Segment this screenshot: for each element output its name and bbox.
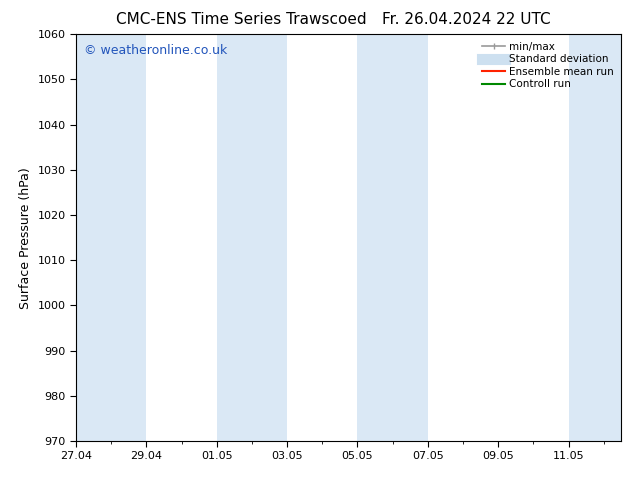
Text: CMC-ENS Time Series Trawscoed: CMC-ENS Time Series Trawscoed <box>115 12 366 27</box>
Legend: min/max, Standard deviation, Ensemble mean run, Controll run: min/max, Standard deviation, Ensemble me… <box>480 40 616 92</box>
Bar <box>358 34 428 441</box>
Bar <box>569 34 634 441</box>
Y-axis label: Surface Pressure (hPa): Surface Pressure (hPa) <box>19 167 32 309</box>
Text: © weatheronline.co.uk: © weatheronline.co.uk <box>84 45 228 57</box>
Text: Fr. 26.04.2024 22 UTC: Fr. 26.04.2024 22 UTC <box>382 12 550 27</box>
Bar <box>217 34 287 441</box>
Bar <box>76 34 146 441</box>
